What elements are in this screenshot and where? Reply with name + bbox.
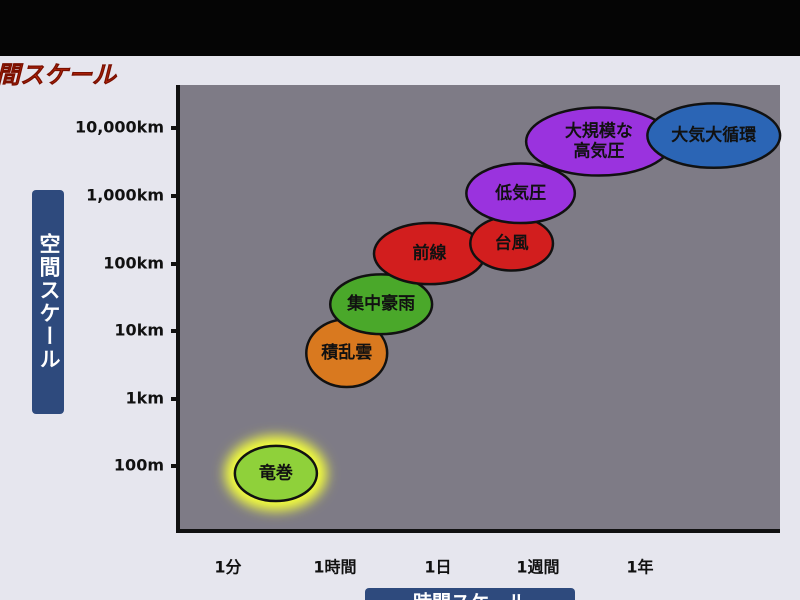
ellipse-label: 大気大循環 <box>671 125 757 146</box>
ellipse-label: 台風 <box>495 232 529 253</box>
range-ellipse <box>646 102 782 170</box>
y-axis-label: 空間スケール <box>37 232 61 371</box>
y-tick-label: 10,000km <box>75 118 164 137</box>
ellipse-label: 前線 <box>413 243 447 264</box>
range-ellipse <box>465 162 577 225</box>
slide-title: 空間スケール <box>0 61 118 89</box>
y-tick-label: 10km <box>114 321 164 340</box>
x-label-box <box>365 588 575 600</box>
y-tick-label: 100km <box>103 254 164 273</box>
x-tick-label: 1分 <box>214 558 241 577</box>
range-ellipse <box>328 273 434 336</box>
ellipse-label: 竜巻 <box>259 462 293 483</box>
y-tick-label: 100m <box>114 456 164 475</box>
ellipse-label: 積乱雲 <box>321 342 372 363</box>
ellipse-label: 集中豪雨 <box>346 293 415 314</box>
range-ellipse <box>233 444 319 503</box>
top-band <box>0 0 800 56</box>
y-tick-label: 1,000km <box>86 186 164 205</box>
x-axis-label: 時間スケール <box>413 592 527 600</box>
y-tick-label: 1km <box>126 389 164 408</box>
ellipse-label: 大規模な <box>565 121 633 142</box>
y-label-box <box>32 190 64 414</box>
x-tick-label: 1年 <box>626 558 653 577</box>
x-tick-label: 1時間 <box>313 558 356 577</box>
x-tick-label: 1週間 <box>516 558 559 577</box>
ellipse-label: 低気圧 <box>494 182 546 203</box>
x-tick-label: 1日 <box>424 558 451 577</box>
ellipse-label: 高気圧 <box>573 141 624 162</box>
